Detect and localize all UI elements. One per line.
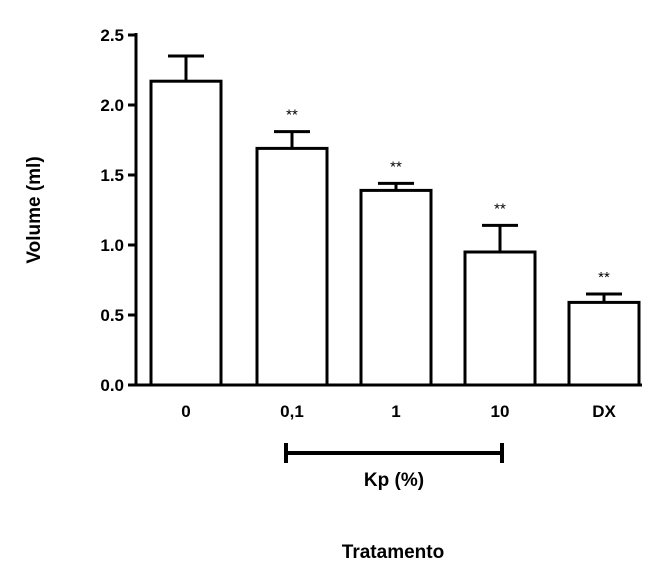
bar: [255, 146, 329, 387]
y-axis: 0.0 0.5 1.0 1.5 2.0 2.5: [100, 26, 138, 395]
significance-mark: **: [390, 158, 402, 175]
x-axis-title: Tratamento: [342, 542, 444, 563]
bar: [149, 79, 223, 387]
bar-group: [149, 54, 223, 387]
bar: [359, 188, 433, 387]
x-tick-label: 0,1: [280, 402, 304, 421]
x-tick-label: 1: [391, 402, 400, 421]
bar: [567, 300, 641, 387]
significance-mark: **: [286, 107, 298, 124]
y-tick-label: 2.5: [100, 26, 124, 45]
significance-mark: **: [494, 200, 506, 217]
bar-group: **: [255, 107, 329, 387]
bar-group: **: [359, 158, 433, 387]
significance-mark: **: [598, 269, 610, 286]
y-tick-label: 1.0: [100, 236, 124, 255]
kp-group-bracket: [284, 443, 504, 463]
kp-group-label: Kp (%): [364, 470, 424, 491]
y-tick-label: 0.5: [100, 306, 124, 325]
x-axis: 0 0,1 1 10 DX: [134, 383, 642, 421]
y-tick-label: 2.0: [100, 96, 124, 115]
y-tick-label: 0.0: [100, 376, 124, 395]
x-tick-label: DX: [592, 402, 616, 421]
bar: [463, 250, 537, 387]
y-axis-title: Volume (ml): [24, 156, 45, 263]
x-tick-label: 0: [181, 402, 190, 421]
bars-layer: ** ** ** **: [149, 54, 641, 387]
bar-group: **: [463, 200, 537, 387]
y-tick-label: 1.5: [100, 166, 124, 185]
bar-group: **: [567, 269, 641, 387]
x-tick-label: 10: [491, 402, 510, 421]
